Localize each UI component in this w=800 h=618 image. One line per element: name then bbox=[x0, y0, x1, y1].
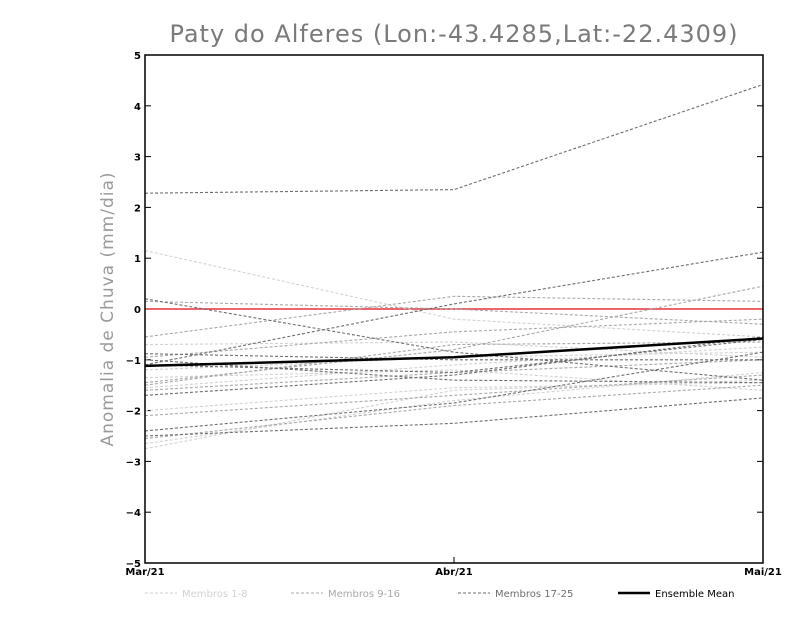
member-line-m14 bbox=[144, 341, 764, 386]
legend: Membros 1-8 Membros 9-16 Membros 17-25 Ense… bbox=[145, 589, 734, 600]
legend-label: Ensemble Mean bbox=[655, 589, 734, 600]
member-line-m21 bbox=[144, 351, 764, 432]
y-tick-label: 0 bbox=[134, 305, 141, 316]
member-line-m1 bbox=[144, 250, 764, 338]
y-tick-label: 2 bbox=[134, 203, 141, 214]
x-tick-label: Abr/21 bbox=[435, 567, 472, 578]
member-line-m12 bbox=[144, 318, 764, 358]
member-line-m2 bbox=[144, 341, 764, 358]
member-line-m11 bbox=[144, 285, 764, 384]
y-tick-label: −4 bbox=[126, 508, 141, 519]
member-line-m5 bbox=[144, 382, 764, 412]
y-tick-label: −2 bbox=[126, 407, 141, 418]
y-tick-label: −3 bbox=[126, 457, 141, 468]
member-line-m16 bbox=[144, 384, 764, 440]
legend-label: Membros 17-25 bbox=[495, 589, 573, 600]
member-line-m22 bbox=[144, 397, 764, 437]
member-line-m7 bbox=[144, 379, 764, 450]
legend-label: Membros 9-16 bbox=[328, 589, 400, 600]
x-tick-label: Mar/21 bbox=[125, 567, 164, 578]
member-line-m3 bbox=[144, 346, 764, 389]
chart-title: Paty do Alferes (Lon:-43.4285,Lat:-22.43… bbox=[169, 20, 738, 48]
member-line-m17 bbox=[144, 83, 764, 194]
member-line-m9 bbox=[144, 300, 764, 325]
x-tick-labels: Mar/21 Abr/21 Mai/21 bbox=[125, 567, 781, 578]
member-line-m20 bbox=[144, 353, 763, 361]
member-line-m25 bbox=[144, 338, 764, 374]
member-line-m13 bbox=[144, 359, 764, 391]
series-lines bbox=[144, 83, 764, 450]
y-tick-label: −5 bbox=[126, 559, 141, 570]
y-tick-label: −1 bbox=[126, 356, 141, 367]
member-line-m19 bbox=[144, 298, 764, 381]
y-tick-label: 5 bbox=[134, 51, 141, 62]
member-line-m23 bbox=[144, 359, 764, 384]
plot-frame bbox=[144, 54, 764, 564]
legend-label: Membros 1-8 bbox=[182, 589, 248, 600]
x-tick-label: Mai/21 bbox=[744, 567, 782, 578]
y-tick-label: 1 bbox=[134, 254, 141, 265]
member-line-m10 bbox=[144, 295, 764, 338]
member-line-m4 bbox=[144, 369, 764, 391]
y-axis-label: Anomalia de Chuva (mm/dia) bbox=[98, 171, 118, 446]
y-tick-label: 4 bbox=[134, 102, 141, 113]
member-line-m24 bbox=[144, 336, 764, 396]
ensemble-mean-line bbox=[144, 337, 764, 368]
member-line-m6 bbox=[144, 371, 764, 445]
y-tick-labels: 5 4 3 2 1 0 −1 −2 −3 −4 −5 bbox=[126, 51, 141, 570]
y-tick-label: 3 bbox=[134, 153, 141, 164]
member-line-m8 bbox=[144, 351, 764, 371]
